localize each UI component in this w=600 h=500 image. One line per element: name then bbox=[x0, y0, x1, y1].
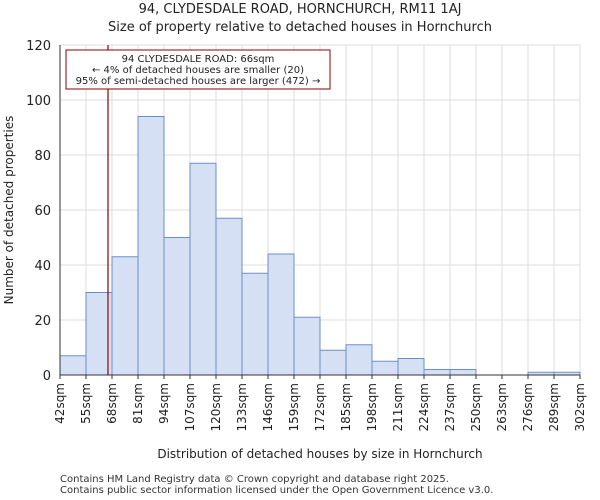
histogram-bar bbox=[345, 344, 373, 376]
x-tick-label: 224sqm bbox=[417, 383, 431, 431]
chart-subtitle: Size of property relative to detached ho… bbox=[108, 20, 492, 35]
x-tick-label: 172sqm bbox=[313, 383, 327, 431]
x-tick-label: 211sqm bbox=[391, 383, 405, 431]
annotation-box bbox=[65, 49, 331, 90]
y-tick-label: 40 bbox=[34, 259, 51, 274]
histogram-bar bbox=[397, 358, 425, 376]
histogram-bar bbox=[163, 237, 191, 376]
x-tick-label: 107sqm bbox=[183, 383, 197, 431]
x-axis-label: Distribution of detached houses by size … bbox=[157, 447, 482, 461]
histogram-bar bbox=[293, 316, 321, 376]
histogram-bar bbox=[59, 355, 87, 376]
x-tick-label: 81sqm bbox=[131, 383, 145, 424]
annotation-line: ← 4% of detached houses are smaller (20) bbox=[92, 65, 304, 76]
x-tick-label: 263sqm bbox=[495, 383, 509, 431]
x-tick-label: 185sqm bbox=[339, 383, 353, 431]
histogram-bar bbox=[189, 162, 217, 376]
histogram-bar bbox=[137, 116, 165, 376]
x-tick-label: 146sqm bbox=[261, 383, 275, 431]
histogram-bar bbox=[241, 272, 269, 376]
y-tick-label: 100 bbox=[26, 94, 51, 109]
axes: 0 20 40 60 80 100 120 42sqm 55sqm 68sqm 81sqm 94sqm… bbox=[26, 39, 587, 431]
y-tick-label: 0 bbox=[43, 369, 51, 384]
histogram-bar bbox=[423, 369, 451, 376]
x-tick-label: 133sqm bbox=[235, 383, 249, 431]
histogram-bar bbox=[111, 256, 139, 376]
y-tick-label: 60 bbox=[34, 204, 51, 219]
footer-copyright: Contains HM Land Registry data © Crown c… bbox=[60, 474, 449, 485]
x-tick-label: 42sqm bbox=[53, 383, 67, 424]
x-tick-label: 289sqm bbox=[547, 383, 561, 431]
x-tick-label: 68sqm bbox=[105, 383, 119, 424]
histogram-bar bbox=[267, 253, 295, 376]
annotation-line: 94 CLYDESDALE ROAD: 66sqm bbox=[122, 54, 275, 65]
footer-licence: Contains public sector information licen… bbox=[60, 485, 494, 496]
x-tick-label: 250sqm bbox=[469, 383, 483, 431]
histogram-bar bbox=[449, 369, 477, 376]
histogram-bar bbox=[215, 217, 243, 376]
x-tick-label: 159sqm bbox=[287, 383, 301, 431]
histogram-bar bbox=[319, 349, 347, 376]
y-tick-label: 80 bbox=[34, 149, 51, 164]
y-tick-label: 120 bbox=[26, 39, 51, 54]
y-axis-label: Number of detached properties bbox=[2, 116, 16, 305]
x-tick-label: 198sqm bbox=[365, 383, 379, 431]
x-tick-label: 55sqm bbox=[79, 383, 93, 424]
histogram-bar bbox=[371, 360, 399, 376]
chart-title: 94, CLYDESDALE ROAD, HORNCHURCH, RM11 1A… bbox=[138, 2, 462, 17]
x-tick-label: 237sqm bbox=[443, 383, 457, 431]
x-tick-label: 94sqm bbox=[157, 383, 171, 424]
x-tick-label: 276sqm bbox=[521, 383, 535, 431]
y-tick-label: 20 bbox=[34, 314, 51, 329]
property-marker: 94 CLYDESDALE ROAD: 66sqm← 4% of detache… bbox=[65, 45, 331, 375]
x-tick-label: 120sqm bbox=[209, 383, 223, 431]
x-tick-label: 302sqm bbox=[573, 383, 587, 431]
annotation-line: 95% of semi-detached houses are larger (… bbox=[76, 76, 321, 87]
